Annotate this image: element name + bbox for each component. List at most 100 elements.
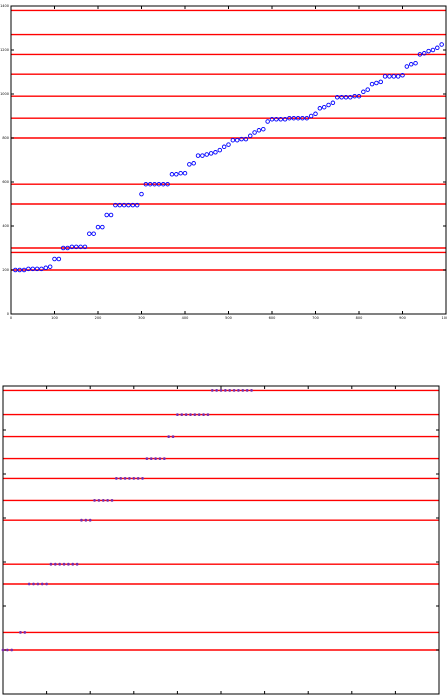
y-tick-label: 1000	[0, 92, 9, 96]
data-point	[128, 477, 131, 480]
data-point	[27, 582, 31, 586]
data-point	[265, 119, 270, 124]
y-tick-label: 1400	[0, 4, 9, 8]
data-point	[71, 562, 75, 566]
data-point	[422, 51, 427, 56]
data-point	[141, 477, 144, 480]
data-point	[132, 477, 136, 480]
data-point	[143, 181, 149, 187]
data-point	[49, 562, 53, 566]
data-point	[158, 457, 162, 460]
y-tick-label: 0	[7, 312, 9, 316]
data-point	[226, 142, 231, 147]
data-point	[282, 117, 288, 122]
data-point	[269, 117, 275, 122]
y-tick-label: 600	[2, 180, 9, 184]
data-point	[184, 413, 188, 416]
data-point	[176, 413, 179, 416]
data-point	[36, 582, 40, 586]
y-tick-label: 1200	[0, 48, 9, 52]
data-point	[65, 245, 70, 251]
data-point	[160, 181, 166, 187]
data-point	[232, 389, 236, 392]
data-point	[178, 170, 183, 176]
data-point	[149, 457, 153, 460]
data-point	[352, 93, 357, 99]
data-point	[356, 93, 362, 99]
x-tick-label: 1000	[442, 316, 447, 320]
data-point	[213, 150, 218, 155]
data-point	[348, 95, 353, 100]
data-point	[195, 153, 201, 158]
x-tick-label: 800	[356, 316, 363, 320]
data-point	[80, 518, 83, 522]
data-point	[134, 202, 140, 208]
data-point	[32, 582, 35, 586]
data-point	[117, 202, 122, 208]
y-tick-label: 400	[2, 224, 9, 228]
data-point	[145, 457, 149, 460]
x-tick-label: 100	[51, 316, 58, 320]
data-point	[361, 89, 366, 95]
data-point	[321, 104, 327, 110]
data-point	[241, 389, 245, 392]
data-point	[126, 202, 131, 208]
data-point	[247, 133, 253, 139]
data-point	[30, 266, 36, 272]
data-point	[369, 81, 375, 87]
data-point	[56, 256, 62, 262]
data-point	[243, 136, 249, 142]
data-point	[182, 170, 188, 176]
y-tick-label: 800	[2, 136, 9, 140]
data-point	[101, 499, 105, 502]
data-point	[317, 106, 323, 111]
data-point	[365, 87, 370, 92]
data-point	[313, 111, 318, 117]
data-point	[154, 457, 158, 460]
data-point	[47, 264, 53, 269]
data-point	[308, 113, 314, 119]
data-point	[136, 477, 140, 480]
plot-frame	[10, 5, 447, 315]
data-point	[121, 202, 127, 208]
data-point	[62, 562, 66, 566]
data-point	[78, 244, 83, 250]
data-point	[84, 518, 88, 522]
data-point	[250, 389, 253, 392]
data-point	[21, 267, 27, 273]
data-point	[174, 172, 179, 177]
data-point	[113, 202, 118, 208]
data-point	[278, 117, 283, 122]
data-point	[139, 191, 144, 197]
data-point	[5, 648, 9, 652]
data-point	[104, 212, 109, 218]
data-point	[230, 137, 236, 143]
data-point	[171, 435, 175, 438]
data-point	[200, 153, 205, 158]
data-point	[339, 95, 344, 100]
data-point	[187, 162, 192, 167]
data-point	[300, 115, 305, 121]
plot-frame	[2, 385, 440, 695]
data-point	[413, 60, 418, 66]
y-tick-label: 200	[2, 268, 9, 272]
data-point	[45, 582, 48, 586]
data-point	[152, 181, 157, 187]
data-point	[82, 244, 88, 250]
data-point	[417, 52, 423, 57]
data-point	[43, 265, 49, 271]
data-point	[165, 181, 170, 187]
data-point	[202, 413, 205, 416]
data-point	[335, 95, 340, 100]
data-point	[73, 244, 79, 250]
data-point	[274, 117, 279, 122]
data-point	[221, 144, 227, 150]
data-point	[326, 102, 331, 108]
data-point	[91, 231, 96, 236]
data-point	[239, 136, 244, 142]
data-point	[391, 74, 397, 79]
data-point	[19, 631, 22, 634]
data-point	[93, 499, 96, 502]
data-point	[237, 389, 240, 392]
